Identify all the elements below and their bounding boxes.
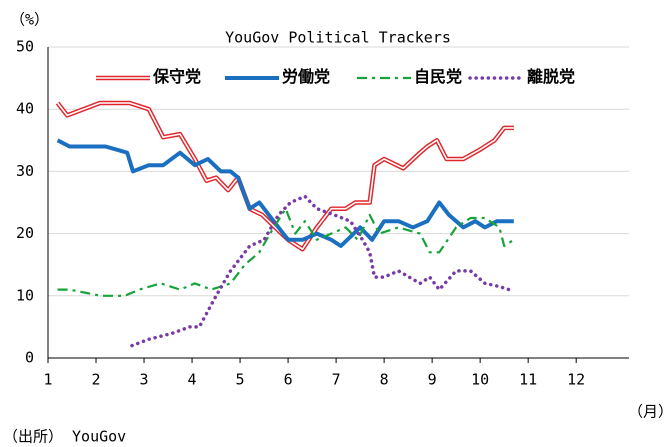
- source: （出所） YouGov: [3, 428, 126, 446]
- y-tick-label: 20: [16, 224, 34, 242]
- x-tick-label: 5: [236, 371, 245, 389]
- y-tick-label: 10: [16, 286, 34, 304]
- legend-label: 離脱党: [527, 67, 575, 86]
- x-tick-label: 6: [284, 371, 293, 389]
- y-tick-label: 40: [16, 100, 34, 118]
- series-line: [56, 102, 514, 250]
- y-tick-label: 50: [16, 38, 34, 56]
- series-line: [130, 194, 511, 348]
- chart-title: YouGov Political Trackers: [225, 29, 451, 47]
- series-line: [56, 138, 514, 248]
- x-axis-label: （月）: [628, 403, 668, 421]
- x-tick-label: 1: [43, 371, 52, 389]
- legend-label: 保守党: [152, 67, 201, 86]
- x-tick-label: 7: [332, 371, 341, 389]
- x-tick-label: 3: [140, 371, 149, 389]
- series-line: [55, 100, 514, 252]
- x-tick-label: 10: [471, 371, 489, 389]
- x-tick-label: 9: [428, 371, 437, 389]
- series-line: [57, 207, 515, 297]
- x-tick-label: 11: [519, 371, 537, 389]
- x-tick-label: 2: [92, 371, 101, 389]
- x-tick-label: 12: [567, 371, 585, 389]
- legend-label: 自民党: [414, 67, 462, 86]
- x-tick-label: 8: [380, 371, 389, 389]
- y-tick-label: 30: [16, 162, 34, 180]
- y-tick-label: 0: [25, 349, 34, 367]
- y-axis-label: （%）: [10, 11, 49, 29]
- legend-label: 労働党: [282, 67, 330, 86]
- x-tick-label: 4: [188, 371, 197, 389]
